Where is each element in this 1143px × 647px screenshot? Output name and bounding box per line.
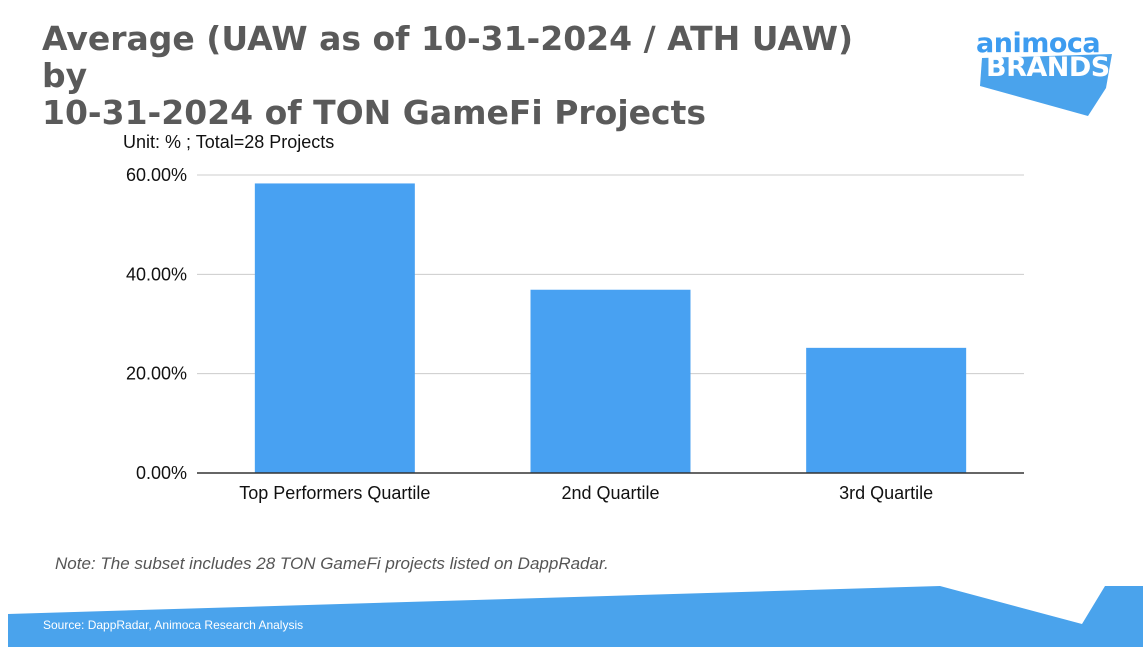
unit-label: Unit: % ; Total=28 Projects [123, 132, 335, 152]
logo-text-bottom: BRANDS [986, 52, 1110, 83]
y-axis-ticks: 0.00% 20.00% 40.00% 60.00% [126, 165, 187, 483]
y-tick-label: 20.00% [126, 364, 187, 384]
y-tick-label: 40.00% [126, 264, 187, 284]
bar-chart: 0.00% 20.00% 40.00% 60.00% Top Performers Q… [126, 165, 1024, 503]
bar [806, 347, 967, 473]
x-tick-label: 3rd Quartile [839, 483, 933, 503]
y-tick-label: 0.00% [136, 463, 187, 483]
source-text: Source: DappRadar, Animoca Research Anal… [43, 618, 304, 632]
bar [254, 183, 415, 473]
chart-title-line-2: 10-31-2024 of TON GameFi Projects [42, 93, 707, 132]
animoca-brands-logo: animoca BRANDS [970, 28, 1120, 118]
logo-text-top: animoca [976, 28, 1101, 59]
bars [254, 183, 967, 473]
bar [530, 289, 691, 473]
logo-banner-shape [980, 54, 1112, 116]
chart-title: Average (UAW as of 10-31-2024 / ATH UAW)… [42, 20, 862, 131]
x-axis-ticks: Top Performers Quartile 2nd Quartile 3rd Q… [239, 483, 933, 503]
chart-title-line-1: Average (UAW as of 10-31-2024 / ATH UAW)… [42, 19, 854, 95]
footer-band [8, 586, 1143, 647]
y-tick-label: 60.00% [126, 165, 187, 185]
footnote: Note: The subset includes 28 TON GameFi … [55, 554, 609, 573]
x-tick-label: Top Performers Quartile [239, 483, 430, 503]
x-tick-label: 2nd Quartile [561, 483, 659, 503]
